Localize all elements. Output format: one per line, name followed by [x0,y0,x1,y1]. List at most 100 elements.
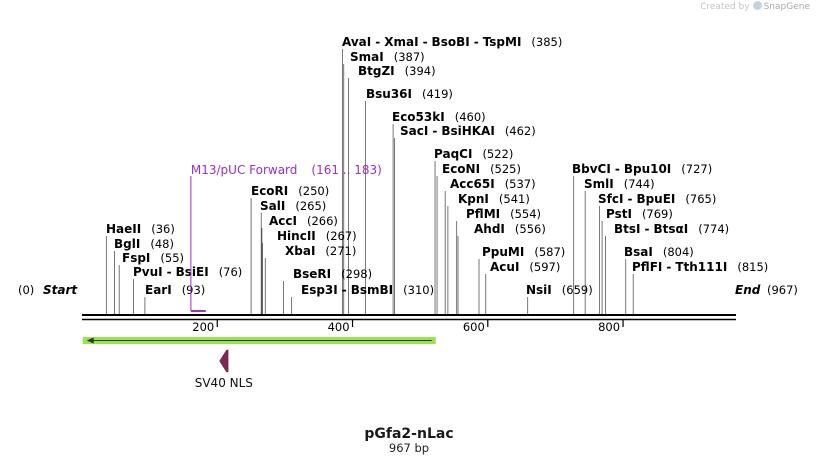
enzyme-position: (522) [482,147,513,161]
enzyme-site[interactable]: HaeII (36) [106,222,175,236]
enzyme-position: (310) [403,283,434,297]
enzyme-separator: - [375,35,380,49]
enzyme-position: (765) [685,192,716,206]
enzyme-name: Eco53kI [392,110,445,124]
enzyme-site[interactable]: PvuI - BsiEI (76) [133,265,242,279]
enzyme-name: XbaI [285,244,315,258]
primer-name: M13/pUC Forward [191,163,298,177]
enzyme-site[interactable]: BseRI (298) [293,267,372,281]
enzyme-separator: - [432,124,437,138]
enzyme-name: HincII [277,229,316,243]
nls-label: SV40 NLS [195,376,253,390]
enzyme-position: (271) [325,244,356,258]
enzyme-name: BtsαI [653,222,688,236]
enzyme-site[interactable]: SalI (265) [260,199,326,213]
primer-range: (161 .. 183) [311,163,381,177]
backbone [82,314,736,321]
enzyme-name: Tth111I [675,260,727,274]
enzyme-site[interactable]: PflMI (554) [466,207,541,221]
enzyme-site[interactable]: Eco53kI (460) [392,110,486,124]
enzyme-site[interactable]: PflFI - Tth111I (815) [632,260,768,274]
enzyme-site[interactable]: EarI (93) [145,283,205,297]
cut-lines [105,49,634,314]
enzyme-name: EcoRI [251,184,288,198]
enzyme-site[interactable]: Acc65I (537) [450,177,536,191]
enzyme-site[interactable]: PaqCI (522) [434,147,513,161]
enzyme-name: EcoNI [442,162,480,176]
enzyme-name: BtgZI [358,64,395,78]
enzyme-position: (462) [505,124,536,138]
enzyme-site[interactable]: BtsI - BtsαI (774) [614,222,729,236]
enzyme-site[interactable]: SacI - BsiHKAI (462) [400,124,536,138]
enzyme-name: BsmBI [351,283,393,297]
primer-m13-puc-forward[interactable]: M13/pUC Forward (161 .. 183) [190,163,382,312]
enzyme-site[interactable]: Esp3I - BsmBI (310) [301,283,434,297]
enzyme-name: SmlI [584,177,614,191]
enzyme-name: SmaI [350,50,384,64]
enzyme-name: HaeII [106,222,141,236]
enzyme-site[interactable]: AcuI (597) [490,260,560,274]
orf-arrow-head [86,337,94,344]
enzyme-site[interactable]: PstI (769) [606,207,673,221]
ruler-tick-label: 400 [328,320,350,334]
start-position: (0) [18,283,34,297]
credit-prefix: Created by [700,2,750,12]
enzyme-name: PflFI [632,260,662,274]
enzyme-site[interactable]: EcoRI (250) [251,184,329,198]
enzyme-site[interactable]: KpnI (541) [458,192,530,206]
ruler-tick-label: 600 [463,320,485,334]
enzyme-site[interactable]: BtgZI (394) [358,64,436,78]
start-label: Start [43,283,78,297]
ruler-tick-label: 200 [192,320,214,334]
enzyme-site[interactable]: Bsu36I (419) [366,87,453,101]
enzyme-site[interactable]: AhdI (556) [474,222,546,236]
enzyme-name: AcuI [490,260,519,274]
enzyme-position: (298) [341,267,372,281]
end-label: End [735,283,761,297]
credit-brand: SnapGene [763,2,810,12]
feature-sv40-nls[interactable]: SV40 NLS [195,349,253,390]
enzyme-separator: - [615,162,620,176]
enzyme-site[interactable]: FspI (55) [122,251,184,265]
snapgene-credit: Created by SnapGene [700,1,810,12]
sequence-title: pGfa2-nLac [364,426,453,442]
enzyme-position: (36) [151,222,175,236]
enzyme-name: PaqCI [434,147,472,161]
enzyme-site[interactable]: HincII (267) [277,229,357,243]
ruler-tick-label: 800 [598,320,620,334]
enzyme-name: BsaI [624,245,653,259]
enzyme-site[interactable]: NsiI (659) [526,283,593,297]
enzyme-position: (556) [515,222,546,236]
enzyme-position: (55) [160,251,184,265]
end-position: (967) [767,283,798,297]
enzyme-name: AvaI [342,35,371,49]
enzyme-name: TspMI [483,35,522,49]
enzyme-site[interactable]: PpuMI (587) [482,245,565,259]
enzyme-site[interactable]: AvaI - XmaI - BsoBI - TspMI (385) [342,35,562,49]
enzyme-site[interactable]: BbvCI - Bpu10I (727) [572,162,712,176]
enzyme-site[interactable]: XbaI (271) [285,244,356,258]
enzyme-name: PvuI [133,265,163,279]
enzyme-site[interactable]: EcoNI (525) [442,162,521,176]
enzyme-separator: - [666,260,671,274]
enzyme-site[interactable]: BsaI (804) [624,245,694,259]
enzyme-name: KpnI [458,192,489,206]
enzyme-site[interactable]: SfcI - BpuEI (765) [598,192,716,206]
enzyme-position: (385) [531,35,562,49]
enzyme-site[interactable]: BglI (48) [114,237,174,251]
enzyme-position: (804) [663,245,694,259]
enzyme-name: SfcI [598,192,623,206]
enzyme-name: BpuEI [636,192,675,206]
sequence-length: 967 bp [389,441,429,455]
enzyme-site[interactable]: SmlI (744) [584,177,655,191]
enzyme-position: (554) [510,207,541,221]
enzyme-position: (460) [455,110,486,124]
enzyme-position: (250) [298,184,329,198]
enzyme-labels: EarI (93) PvuI - BsiEI (76)FspI (55)BglI (48)Ha… [106,35,768,297]
enzyme-name: BsiEI [176,265,209,279]
enzyme-site[interactable]: AccI (266) [269,214,338,228]
enzyme-site[interactable]: SmaI (387) [350,50,425,64]
enzyme-name: PpuMI [482,245,524,259]
feature-orf-arrow[interactable] [82,337,436,344]
enzyme-name: SacI [400,124,428,138]
